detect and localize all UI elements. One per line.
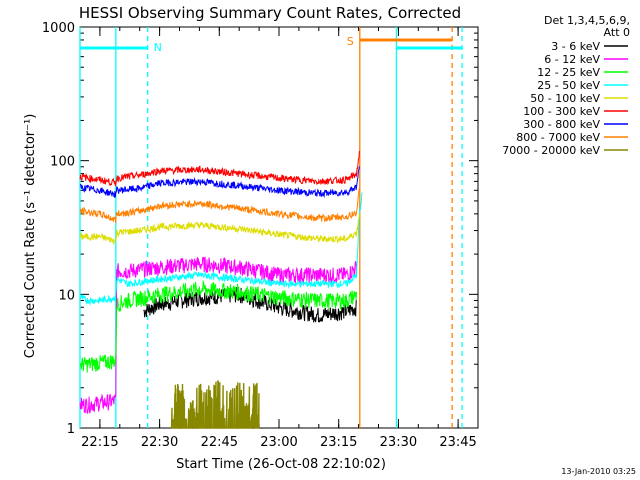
x-tick-label: 23:30 [380, 435, 417, 450]
series-line [80, 166, 360, 199]
plot-area: 1 10 100 1000 22:15 22:30 22:45 23:00 23:15 23:30… [42, 21, 479, 450]
x-axis-label: Start Time (26-Oct-08 22:10:02) [176, 457, 386, 472]
flag-label: S [347, 35, 354, 48]
x-tick-label: 22:15 [81, 435, 118, 450]
series-line [79, 279, 357, 373]
series-line [79, 192, 363, 306]
timestamp-label: 13-Jan-2010 03:25 [561, 467, 636, 476]
legend-entry-label: 3 - 6 keV [551, 40, 600, 53]
legend-entry-label: 50 - 100 keV [530, 92, 600, 105]
x-tick-label: 22:30 [141, 435, 178, 450]
x-tick-label: 23:45 [439, 435, 476, 450]
legend-entry-label: 6 - 12 keV [544, 53, 600, 66]
x-tick-label: 22:45 [201, 435, 238, 450]
x-tick-label: 23:15 [320, 435, 357, 450]
legend-entry-label: 100 - 300 keV [523, 105, 600, 118]
legend-header: Att 0 [604, 26, 630, 39]
flag-label: N [154, 41, 162, 54]
series-line [143, 286, 357, 323]
legend-entry-label: 12 - 25 keV [537, 66, 600, 79]
series-line [79, 256, 357, 414]
x-tick-label: 23:00 [260, 435, 297, 450]
y-tick-label: 1000 [42, 21, 75, 36]
chart-title: HESSI Observing Summary Count Rates, Cor… [79, 4, 461, 22]
series-line [79, 188, 360, 224]
legend-entry-label: 7000 - 20000 keV [502, 144, 600, 157]
legend-entry-label: 800 - 7000 keV [516, 131, 600, 144]
y-tick-label: 1 [67, 422, 75, 437]
series-line [79, 214, 360, 245]
y-tick-label: 10 [58, 288, 75, 303]
legend-header: Det 1,3,4,5,6,9, [544, 14, 630, 27]
legend-entry-label: 300 - 800 keV [523, 118, 600, 131]
y-tick-label: 100 [50, 155, 75, 170]
legend-entry-label: 25 - 50 keV [537, 79, 600, 92]
series-line [170, 380, 260, 429]
y-axis-label: Corrected Count Rate (s⁻¹ detector⁻¹) [23, 114, 38, 359]
series-line [79, 150, 360, 187]
